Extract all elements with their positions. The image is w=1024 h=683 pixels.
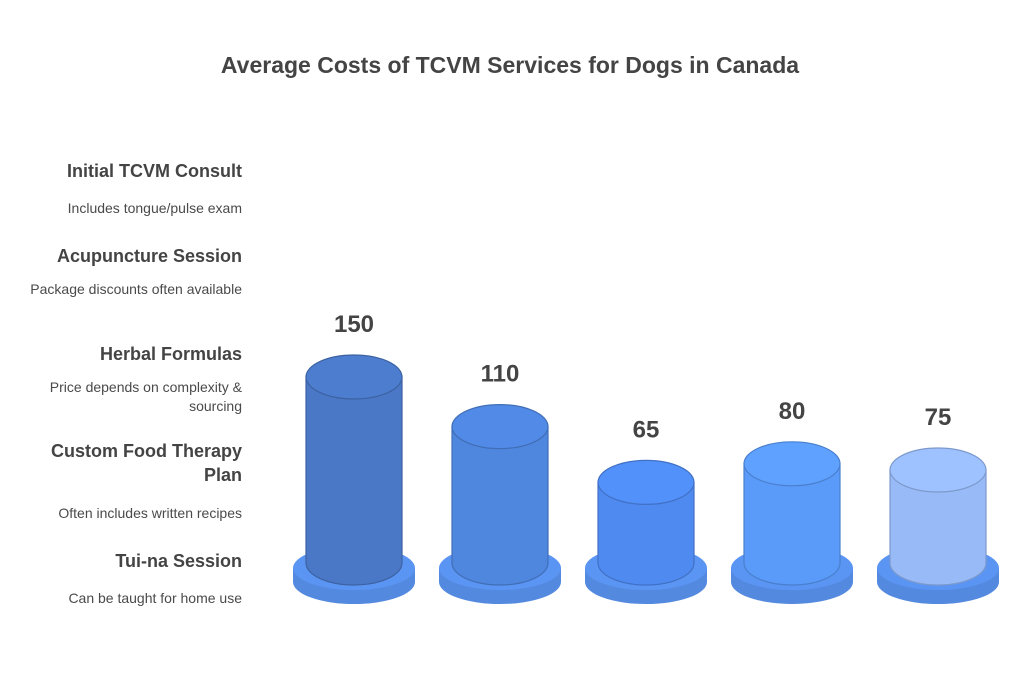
bar-body [305, 376, 403, 586]
legend-item-name: Acupuncture Session [56, 246, 242, 266]
bar-5: 75 [877, 404, 999, 604]
bar-body [597, 481, 695, 586]
legend-item-name: Initial TCVM Consult [67, 161, 242, 181]
legend-item-name: Custom Food Therapy Plan [50, 441, 242, 485]
data-label: 80 [779, 398, 806, 425]
bar-4: 80 [731, 398, 853, 604]
legend-item-description: Often includes written recipes [58, 505, 242, 521]
legend-item-name: Herbal Formulas [99, 344, 242, 364]
bar-top [597, 459, 695, 505]
legend-item-name: Tui-na Session [115, 551, 242, 571]
bar-top [451, 404, 549, 450]
bar-top [889, 447, 987, 493]
bar-2: 110 [439, 361, 561, 604]
bar-top [743, 441, 841, 487]
data-label: 75 [925, 404, 952, 431]
legend-item-description: Can be taught for home use [68, 590, 242, 606]
legend-item-description: Package discounts often available [30, 281, 242, 297]
bar-3: 65 [585, 416, 707, 604]
bar-body [889, 469, 987, 586]
data-label: 110 [481, 361, 520, 388]
chart-title: Average Costs of TCVM Services for Dogs … [220, 52, 800, 78]
legend-item-description: Includes tongue/pulse exam [67, 200, 242, 216]
legend-item-description: Price depends on complexity & sourcing [49, 379, 242, 414]
data-label: 65 [633, 416, 660, 443]
bar-1: 150 [293, 311, 415, 604]
bar-body [451, 426, 549, 586]
data-label: 150 [334, 311, 374, 338]
bar-body [743, 463, 841, 586]
bar-top [305, 354, 403, 400]
